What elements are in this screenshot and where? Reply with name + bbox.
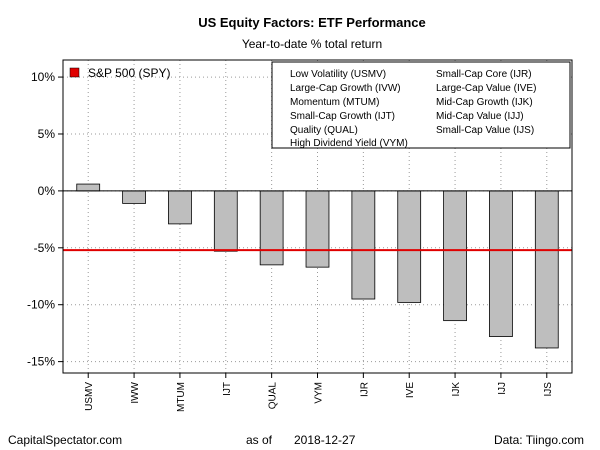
footer-as-of-label: as of bbox=[246, 433, 273, 447]
footer-source-site: CapitalSpectator.com bbox=[8, 433, 122, 447]
legend-item: Momentum (MTUM) bbox=[290, 97, 379, 108]
legend-item: Mid-Cap Value (IJJ) bbox=[436, 111, 524, 122]
x-tick-label: IVE bbox=[405, 382, 416, 398]
bar bbox=[168, 190, 192, 225]
x-tick-label: USMV bbox=[84, 382, 95, 411]
legend-item: Small-Cap Core (IJR) bbox=[436, 69, 532, 80]
factor-legend: Low Volatility (USMV) Large-Cap Growth (… bbox=[271, 61, 571, 149]
x-tick-label: QUAL bbox=[268, 382, 279, 410]
bar bbox=[489, 190, 513, 337]
spy-legend: S&P 500 (SPY) bbox=[69, 66, 171, 80]
bar bbox=[351, 190, 376, 300]
bar bbox=[213, 190, 238, 252]
footer-data-source: Data: Tiingo.com bbox=[494, 433, 584, 447]
footer-date: 2018-12-27 bbox=[294, 433, 356, 447]
spy-legend-swatch bbox=[69, 67, 80, 78]
y-tick-label: -10% bbox=[27, 298, 55, 312]
x-tick-label: IWW bbox=[130, 381, 141, 403]
chart-title: US Equity Factors: ETF Performance bbox=[198, 15, 426, 30]
bar bbox=[397, 190, 422, 303]
y-tick-label: 0% bbox=[38, 184, 56, 198]
bar bbox=[534, 190, 559, 349]
chart-subtitle: Year-to-date % total return bbox=[242, 37, 382, 51]
bar bbox=[76, 183, 101, 192]
y-tick-label: 10% bbox=[31, 70, 55, 84]
y-tick-label: -15% bbox=[27, 355, 55, 369]
legend-item: Large-Cap Value (IVE) bbox=[436, 83, 536, 94]
legend-item: Low Volatility (USMV) bbox=[290, 69, 386, 80]
x-tick-label: VYM bbox=[314, 382, 325, 404]
bar bbox=[305, 190, 330, 268]
y-tick-label: -5% bbox=[34, 241, 56, 255]
bar bbox=[122, 190, 146, 204]
x-tick-label: IJS bbox=[543, 382, 554, 397]
bar bbox=[443, 190, 467, 322]
x-tick-label: MTUM bbox=[176, 382, 187, 412]
legend-item: Quality (QUAL) bbox=[290, 125, 358, 136]
x-tick-label: IJT bbox=[222, 382, 233, 396]
legend-item: Large-Cap Growth (IVW) bbox=[290, 83, 401, 94]
legend-item: High Dividend Yield (VYM) bbox=[290, 138, 408, 149]
bar bbox=[259, 190, 284, 266]
x-tick-label: IJK bbox=[451, 382, 462, 397]
y-tick-label: 5% bbox=[38, 127, 56, 141]
y-axis: 10% 5% 0% -5% -10% -15% bbox=[27, 70, 63, 369]
bars bbox=[63, 183, 572, 349]
x-tick-label: IJJ bbox=[497, 382, 508, 395]
legend-item: Small-Cap Value (IJS) bbox=[436, 125, 534, 136]
x-tick-label: IJR bbox=[359, 382, 370, 397]
legend-item: Small-Cap Growth (IJT) bbox=[290, 111, 395, 122]
legend-item: Mid-Cap Growth (IJK) bbox=[436, 97, 533, 108]
spy-legend-label: S&P 500 (SPY) bbox=[88, 66, 171, 80]
factor-legend-box bbox=[271, 61, 571, 149]
x-axis: USMV IWW MTUM IJT QUAL VYM IJR IVE IJK IJJ IJS bbox=[84, 373, 554, 412]
